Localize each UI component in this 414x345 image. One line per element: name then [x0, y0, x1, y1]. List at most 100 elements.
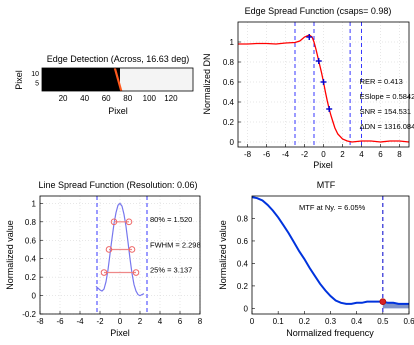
mtf-nyquist-label: MTF at Ny. = 6.05% [299, 203, 366, 212]
lsf-xtick-label: -8 [36, 317, 44, 326]
lsf-vlines [96, 196, 148, 314]
esf-annotation: ΔDN = 1316.084 [360, 122, 414, 131]
edge-xtick-label: 120 [164, 94, 178, 103]
edge-xtick-label: 40 [80, 94, 89, 103]
mtf-xtick-label: 0.1 [273, 317, 285, 326]
lsf-ytick-label: -0.2 [22, 310, 36, 319]
mtf-ytick-label: 0 [244, 304, 249, 313]
lsf-ytick-label: 0.6 [25, 236, 37, 245]
lsf-series-line [95, 202, 145, 297]
lsf-annotation: FWHM = 2.298 [150, 241, 201, 250]
esf-xtick-label: -2 [301, 150, 309, 159]
edge-xtick-label: 60 [102, 94, 111, 103]
mtf-ytick-label: 0.8 [237, 214, 249, 223]
mtf-xtick-label: 0.6 [403, 317, 414, 326]
lsf-xlabel: Pixel [110, 328, 130, 338]
edge-ytick-label: 10 [31, 71, 39, 78]
esf-tick-labels: -8 -6 -4 -2 0 2 4 6 8 0 0.2 0.4 0.6 0.8 1 [223, 22, 409, 159]
lsf-xtick-label: -4 [76, 317, 84, 326]
mtf-annotations: MTF at Ny. = 6.05% [299, 203, 366, 212]
edge-detection-panel: Edge Detection (Across, 16.63 deg) 20 40 6… [14, 54, 194, 116]
lsf-width-marker [128, 246, 136, 253]
mtf-ytick-label: 0.2 [237, 282, 249, 291]
lsf-title: Line Spread Function (Resolution: 0.06) [38, 180, 197, 190]
esf-ytick-label: 0.2 [223, 118, 235, 127]
esf-annotation: ESlope = 0.5842 [360, 92, 414, 101]
esf-panel: Edge Spread Function (csaps= 0.98) -8 -6-… [202, 6, 414, 170]
lsf-xtick-label: 2 [138, 317, 143, 326]
lsf-panel: Line Spread Function (Resolution: 0.06) … [5, 180, 203, 338]
lsf-width-marker [110, 218, 118, 226]
mtf-ytick-label: 0.4 [237, 259, 249, 268]
mtf-ytick-label: 0.6 [237, 237, 249, 246]
esf-xtick-label: -4 [282, 150, 290, 159]
lsf-annotation: 80% = 1.520 [150, 215, 192, 224]
esf-ytick-label: 0.4 [223, 98, 235, 107]
mtf-xtick-label: 0.4 [351, 317, 363, 326]
lsf-annotations: 80% = 1.520 FWHM = 2.298 25% = 3.137 [150, 215, 201, 275]
esf-ytick-label: 1 [230, 38, 235, 47]
lsf-xtick-label: -2 [96, 317, 104, 326]
esf-xtick-label: -6 [263, 150, 271, 159]
mtf-xtick-label: 0 [250, 317, 255, 326]
esf-xtick-label: 8 [397, 150, 402, 159]
lsf-ytick-label: 0.2 [25, 273, 37, 282]
lsf-ytick-label: 0.4 [25, 255, 37, 264]
esf-xtick-label: 2 [340, 150, 345, 159]
esf-annotations: RER = 0.413 ESlope = 0.5842 SNR = 154.531 Δ… [360, 77, 414, 131]
esf-title: Edge Spread Function (csaps= 0.98) [245, 6, 392, 16]
edge-xtick-label: 80 [123, 94, 132, 103]
mtf-xtick-label: 0.2 [299, 317, 311, 326]
edge-ylabel: Pixel [14, 70, 24, 90]
lsf-width-marker [100, 269, 108, 276]
esf-annotation: SNR = 154.531 [360, 107, 412, 116]
mtf-xtick-label: 0.5 [377, 317, 389, 326]
edge-xlabel: Pixel [108, 106, 128, 116]
lsf-xtick-label: -6 [56, 317, 64, 326]
mtf-title: MTF [317, 180, 336, 190]
esf-ytick-label: 0.6 [223, 78, 235, 87]
edge-ytick-label: 5 [35, 80, 39, 87]
edge-image-layer [113, 67, 123, 92]
lsf-width-marker [132, 269, 140, 276]
esf-xlabel: Pixel [313, 160, 333, 170]
lsf-ytick-label: 0.8 [25, 218, 37, 227]
lsf-ytick-label: 1 [32, 199, 37, 208]
mtf-ylabel: Normalized value [218, 220, 228, 290]
mtf-tick-labels: 0 0.1 0.2 0.3 0.4 0.5 0.6 0 0.2 0.4 0.6 0.8 [237, 214, 414, 326]
edge-tick-labels: 20 40 60 80 100 120 5 10 [31, 71, 178, 103]
esf-axes-frame [237, 21, 410, 148]
lsf-xtick-label: 6 [178, 317, 183, 326]
esf-xtick-label: 6 [378, 150, 383, 159]
esf-series [238, 34, 410, 143]
lsf-width-marker [125, 218, 133, 226]
esf-xtick-label: -8 [244, 150, 252, 159]
esf-ytick-label: 0 [230, 138, 235, 147]
esf-ylabel: Normalized DN [202, 53, 212, 114]
lsf-xtick-label: 0 [118, 317, 123, 326]
mtf-xtick-label: 0.3 [325, 317, 337, 326]
edge-image-dark-region [42, 68, 120, 91]
lsf-axes-frame [39, 195, 201, 315]
esf-xtick-label: 0 [321, 150, 326, 159]
mtf-axes-frame [251, 195, 410, 315]
lsf-xtick-label: 8 [198, 317, 203, 326]
lsf-plot-area [40, 196, 200, 314]
mtf-panel: MTF 0 0.1 0.2 0.3 0.4 0.5 0.6 0 0.2 0.4 0.6 0.8 MTF… [218, 180, 414, 338]
edge-xtick-label: 100 [143, 94, 157, 103]
lsf-width-marker [105, 246, 113, 253]
esf-ytick-label: 0.8 [223, 58, 235, 67]
esf-xtick-label: 4 [359, 150, 364, 159]
mtf-nyquist-marker [379, 298, 387, 305]
edge-axes-frame [41, 67, 194, 92]
lsf-annotation: 25% = 3.137 [150, 266, 192, 275]
lsf-xtick-label: 4 [158, 317, 163, 326]
lsf-ytick-label: 0 [32, 292, 37, 301]
mtf-xlabel: Normalized frequency [286, 328, 374, 338]
edge-title: Edge Detection (Across, 16.63 deg) [47, 54, 190, 64]
mtf-series [251, 196, 409, 314]
lsf-tick-labels: -8 -6 -4 -2 0 2 4 6 8 -0.2 0 0.2 0.4 0.6 0.8 1 [22, 196, 203, 326]
edge-xtick-label: 20 [59, 94, 68, 103]
lsf-series [95, 202, 145, 297]
